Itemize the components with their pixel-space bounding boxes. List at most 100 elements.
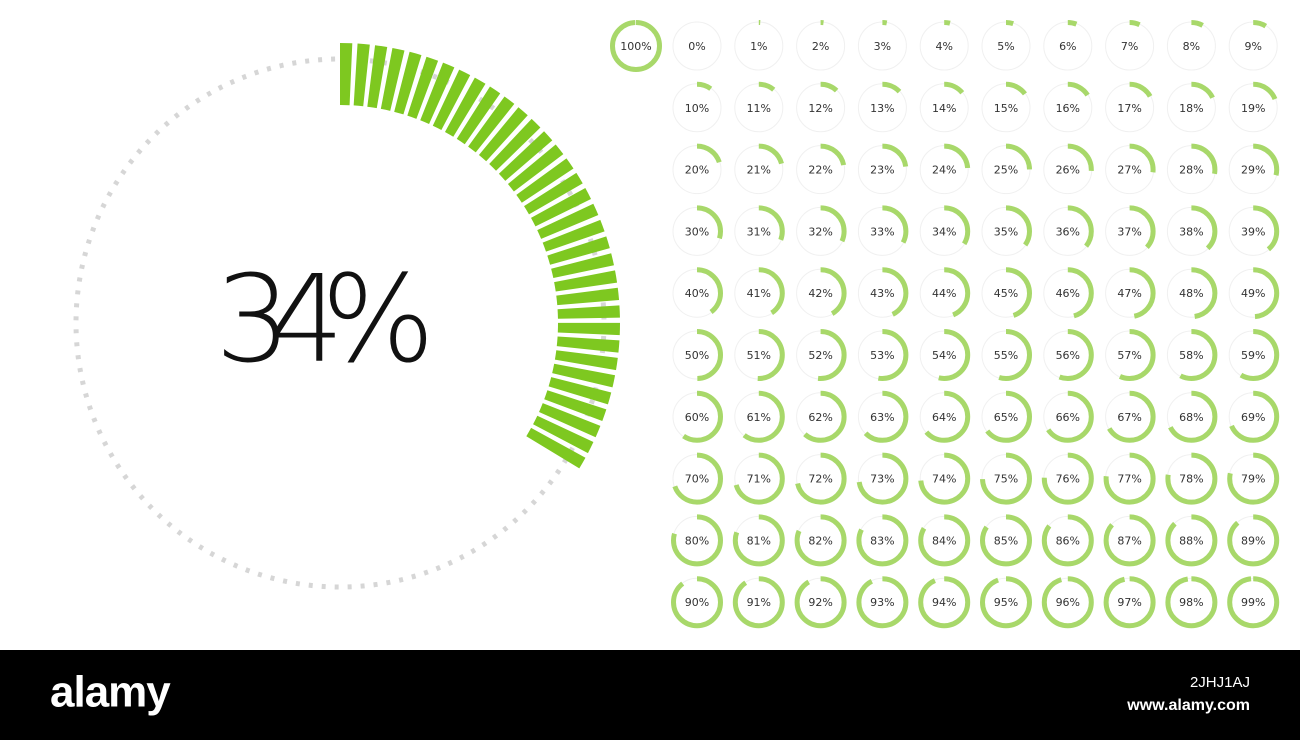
gauge-arc [980, 514, 1032, 567]
gauge-label: 36% [1056, 225, 1080, 238]
gauge-label: 93% [870, 596, 894, 609]
gauge-label: 100% [620, 40, 651, 53]
gauge-label: 30% [685, 225, 709, 238]
gauge-label: 9% [1244, 40, 1261, 53]
gauge-arc [671, 267, 723, 320]
gauge-arc [671, 329, 723, 381]
gauge-arc [1227, 390, 1280, 443]
gauge-arc [1227, 576, 1280, 629]
gauge-label: 5% [997, 40, 1014, 53]
gauge-arc [856, 576, 909, 629]
gauge-label: 67% [1117, 411, 1141, 424]
gauge-arc [856, 81, 909, 134]
gauge-label: 16% [1056, 102, 1080, 115]
gauge-arc [1041, 267, 1094, 320]
gauge-label: 69% [1241, 411, 1265, 424]
gauge-arc [1165, 390, 1218, 443]
brand: alamy [50, 668, 171, 717]
gauge-label: 43% [870, 287, 894, 300]
gauge-label: 3% [874, 40, 891, 53]
gauge-label: 80% [685, 534, 709, 547]
gauge-arc [794, 329, 847, 381]
gauge-arc [918, 143, 971, 196]
gauge-label: 57% [1117, 349, 1141, 362]
gauge-arc [918, 452, 971, 505]
gauge-label: 66% [1056, 411, 1080, 424]
gauge-arc [1041, 576, 1094, 629]
gauge-label: 6% [1059, 40, 1076, 53]
gauge-arc [794, 81, 847, 134]
gauge-arc [610, 20, 662, 72]
gauge-arc [918, 267, 971, 320]
gauge-label: 1% [750, 40, 767, 53]
gauge-arc [1227, 452, 1280, 505]
gauge-label: 27% [1117, 164, 1141, 177]
gauge-arc [1227, 267, 1280, 320]
gauge-label: 39% [1241, 225, 1265, 238]
gauge-arc [671, 576, 723, 629]
gauge-arc [856, 514, 909, 567]
gauge-arc [1227, 514, 1280, 567]
gauge-arc [980, 81, 1032, 134]
footer-bar [0, 650, 1300, 740]
gauge-label: 2% [812, 40, 829, 53]
gauge-label: 46% [1056, 287, 1080, 300]
gauge-label: 31% [747, 225, 771, 238]
gauge-label: 59% [1241, 349, 1265, 362]
gauge-arc [980, 205, 1032, 258]
gauge-arc [918, 329, 971, 381]
gauge-arc [918, 205, 971, 258]
gauge-label: 19% [1241, 102, 1265, 115]
url: www.alamy.com [1126, 697, 1250, 714]
gauge-label: 11% [747, 102, 771, 115]
gauge-label: 50% [685, 349, 709, 362]
gauge-arc [1227, 205, 1280, 258]
gauge-label: 26% [1056, 164, 1080, 177]
gauge-label: 64% [932, 411, 956, 424]
gauge-arc [732, 205, 785, 258]
gauge-arc [856, 329, 909, 381]
gauge-label: 68% [1179, 411, 1203, 424]
gauge-arc [980, 452, 1032, 505]
gauge-label: 99% [1241, 596, 1265, 609]
gauge-label: 12% [808, 102, 832, 115]
gauge-label: 98% [1179, 596, 1203, 609]
gauge-arc [1103, 514, 1156, 567]
gauge-label: 85% [994, 534, 1018, 547]
gauge-label: 34% [932, 225, 956, 238]
gauge-arc [794, 205, 847, 258]
gauge-label: 65% [994, 411, 1018, 424]
gauge-label: 79% [1241, 473, 1265, 486]
gauge-label: 77% [1117, 473, 1141, 486]
gauge-arc [1041, 20, 1094, 72]
gauge-label: 95% [994, 596, 1018, 609]
gauge-arc [671, 143, 723, 196]
gauge-label: 81% [747, 534, 771, 547]
gauge-label: 97% [1117, 596, 1141, 609]
gauge-label: 48% [1179, 287, 1203, 300]
gauge-arc [732, 576, 785, 629]
gauge-label: 35% [994, 225, 1018, 238]
gauge-arc [1165, 329, 1218, 381]
gauge-label: 32% [808, 225, 832, 238]
gauge-label: 13% [870, 102, 894, 115]
gauge-arc [1227, 20, 1280, 72]
gauge-arc [794, 452, 847, 505]
gauge-arc [1165, 205, 1218, 258]
gauge-arc [1041, 81, 1094, 134]
gauge-arc [1103, 267, 1156, 320]
gauge-label: 29% [1241, 164, 1265, 177]
gauge-label: 24% [932, 164, 956, 177]
progress-arc [60, 43, 620, 603]
gauge-arc [1165, 267, 1218, 320]
gauge-arc [732, 81, 785, 134]
gauge-arc [1041, 452, 1094, 505]
background [0, 0, 1300, 650]
gauge-arc [794, 20, 847, 72]
gauge-label: 40% [685, 287, 709, 300]
gauge-label: 4% [935, 40, 952, 53]
gauge-arc [794, 390, 847, 443]
gauge-label: 10% [685, 102, 709, 115]
gauge-label: 14% [932, 102, 956, 115]
